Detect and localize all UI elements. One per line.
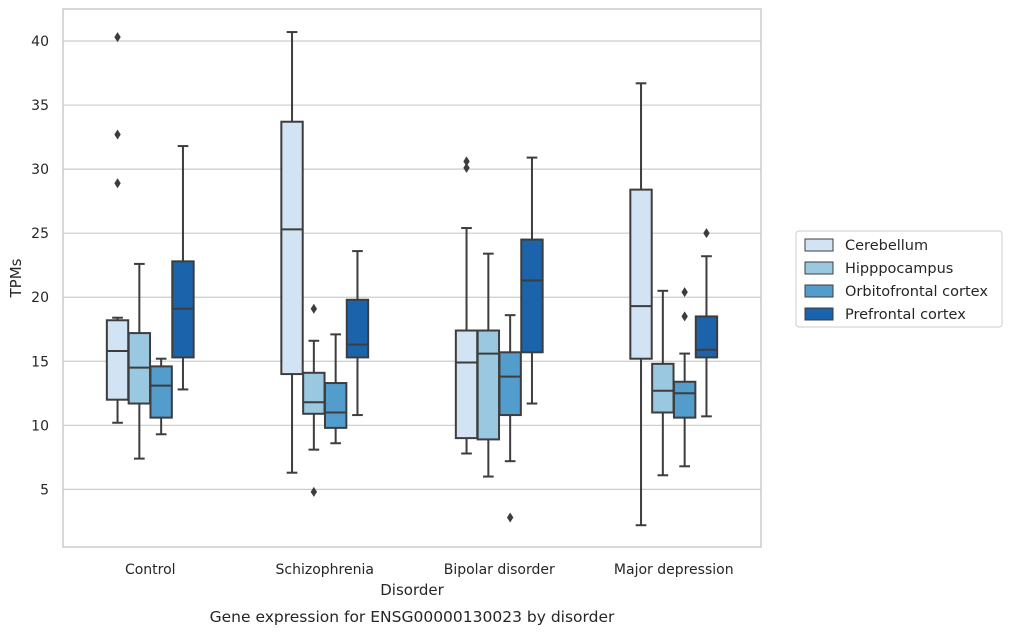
box-cerebellum-1: [280, 31, 304, 474]
y-axis-label: TPMs: [7, 258, 25, 298]
box-body: [651, 362, 675, 414]
y-tick-label: 5: [40, 482, 49, 498]
outlier-marker: [506, 512, 514, 523]
box-body: [672, 380, 697, 419]
box-orbitofrontal-cortex-2: [498, 314, 522, 523]
box-body: [149, 365, 173, 419]
outlier-marker: [114, 32, 121, 43]
box-body: [694, 315, 719, 359]
box-orbitofrontal-cortex-0: [149, 357, 173, 436]
box-body: [302, 371, 326, 415]
outlier-marker: [310, 303, 318, 314]
box-body: [498, 351, 522, 417]
legend-swatch: [804, 307, 834, 321]
legend-swatch: [804, 238, 834, 252]
y-tick-label: 10: [31, 418, 49, 434]
box-prefrontal-cortex-1: [345, 250, 370, 417]
box-body: [105, 319, 130, 401]
y-tick-label: 40: [31, 34, 49, 50]
legend-frame: [795, 230, 1003, 328]
legend-label: Orbitofrontal cortex: [845, 284, 988, 300]
box-prefrontal-cortex-3: [694, 228, 719, 418]
box-body: [454, 329, 479, 440]
outlier-marker: [310, 486, 318, 497]
box-prefrontal-cortex-0: [171, 145, 195, 391]
box-cerebellum-2: [454, 156, 479, 455]
box-cerebellum-3: [629, 82, 653, 527]
outlier-marker: [463, 162, 470, 173]
box-body: [629, 188, 653, 360]
outlier-marker: [681, 311, 688, 322]
box-orbitofrontal-cortex-1: [323, 333, 348, 445]
box-body: [345, 298, 370, 359]
x-tick-label: Major depression: [614, 562, 734, 578]
y-tick-label: 15: [31, 354, 49, 370]
plot-background: [63, 9, 761, 547]
box-orbitofrontal-cortex-3: [672, 287, 697, 468]
chart-caption: Gene expression for ENSG00000130023 by d…: [210, 608, 615, 626]
box-body: [323, 382, 348, 429]
box-body: [520, 238, 544, 354]
y-tick-label: 20: [31, 290, 49, 306]
box-groups: [105, 31, 719, 527]
box-cerebellum-0: [105, 32, 130, 424]
plot-frame: [62, 8, 762, 548]
legend-label: Hipppocampus: [845, 261, 953, 277]
outlier-marker: [681, 287, 688, 298]
outlier-marker: [463, 156, 470, 167]
outlier-marker: [114, 129, 121, 140]
y-tick-labels: 5 10 15 20 25 30 35 40: [31, 34, 49, 498]
y-tick-label: 35: [31, 98, 49, 114]
x-tick-label: Bipolar disorder: [444, 562, 555, 578]
legend-label: Cerebellum: [845, 238, 928, 254]
x-tick-labels: Control Schizophrenia Bipolar disorder Majo…: [125, 562, 734, 578]
legend-label: Prefrontal cortex: [845, 307, 966, 323]
y-tick-label: 25: [31, 226, 49, 242]
legend-swatch: [804, 261, 834, 275]
box-hipppocampus-0: [127, 262, 152, 460]
box-body: [476, 329, 501, 441]
legend-swatch: [804, 284, 834, 298]
y-tick-label: 30: [31, 162, 49, 178]
box-hipppocampus-1: [302, 303, 326, 497]
x-axis-label: Disorder: [380, 581, 444, 599]
outlier-marker: [703, 228, 710, 239]
x-tick-label: Schizophrenia: [276, 562, 374, 578]
legend: Cerebellum Hipppocampus Orbitofrontal cort…: [795, 230, 1003, 328]
box-body: [280, 120, 304, 376]
x-tick-label: Control: [125, 562, 176, 578]
outlier-marker: [114, 178, 121, 189]
box-prefrontal-cortex-2: [520, 156, 544, 405]
